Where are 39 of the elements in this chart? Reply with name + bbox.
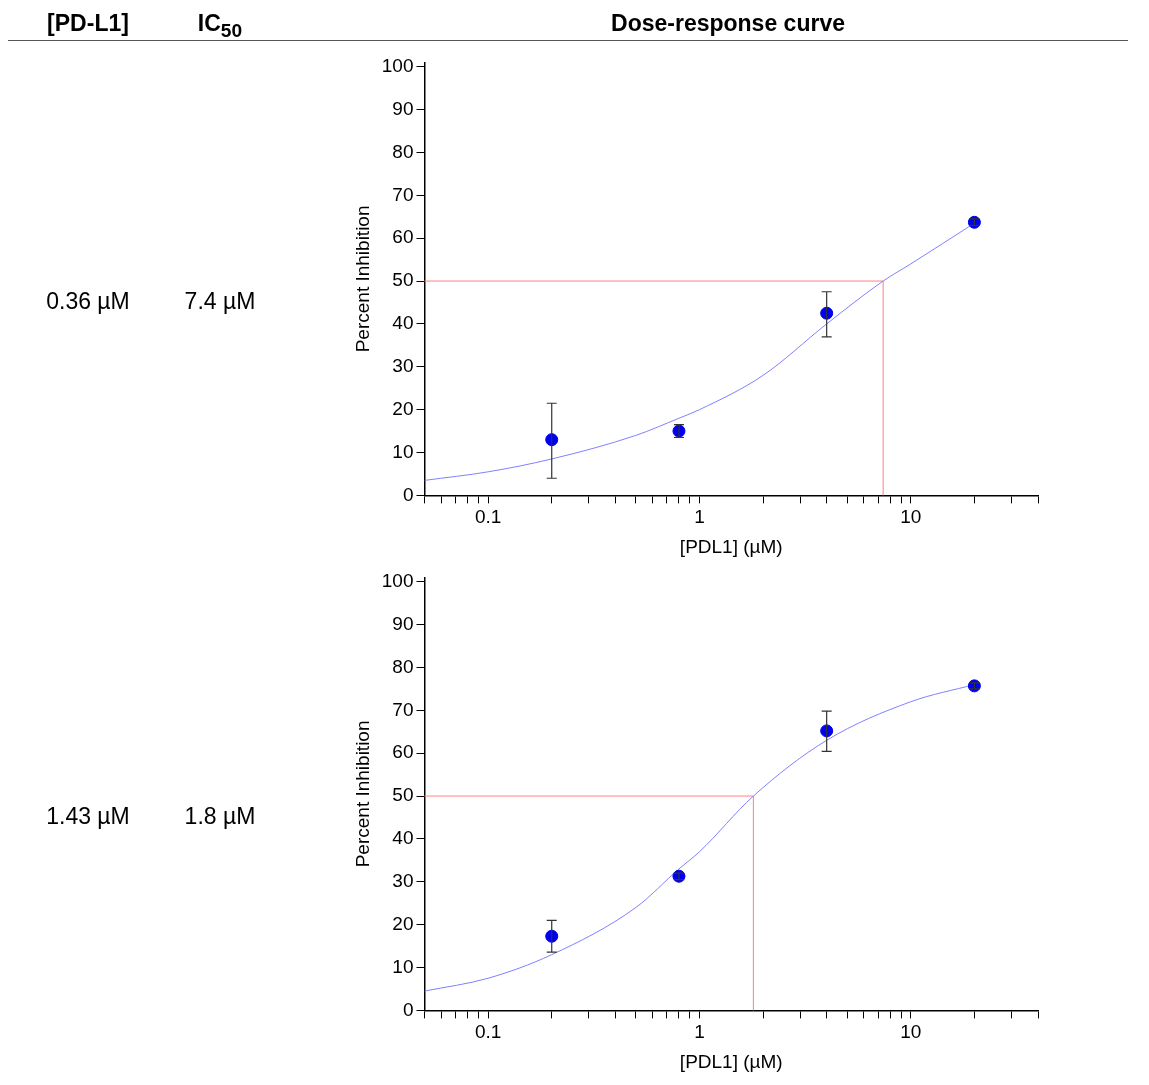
y-tick-label: 70 (392, 183, 414, 205)
y-tick-label: 10 (392, 440, 414, 462)
x-tick-label: 0.1 (474, 1021, 502, 1043)
text: 1.8 µM (183, 803, 257, 830)
y-tick-label: 50 (392, 784, 414, 806)
x-tick-label: 10 (900, 506, 922, 528)
y-axis-title: Percent Inhibition (351, 205, 373, 353)
x-tick-label: 1 (694, 1021, 705, 1043)
y-tick-label: 0 (402, 483, 414, 505)
y-tick-label: 90 (392, 612, 414, 634)
text: Dose-response curve (610, 10, 846, 37)
y-tick-label: 20 (392, 912, 414, 934)
y-tick-label: 40 (392, 827, 414, 849)
y-tick-label: 90 (392, 97, 414, 119)
y-tick-label: 70 (392, 698, 414, 720)
y-tick-label: 10 (392, 955, 414, 977)
text: 1.43 µM (45, 803, 131, 830)
y-tick-label: 60 (392, 226, 414, 248)
y-tick-label: 0 (402, 998, 414, 1020)
x-tick-label: 10 (900, 1021, 922, 1043)
x-tick-label: 0.1 (474, 506, 502, 528)
text: IC$_{50}$ (196, 10, 244, 42)
text: 7.4 µM (183, 288, 257, 315)
y-tick-label: 30 (392, 355, 414, 377)
text: 0.36 µM (45, 288, 131, 315)
y-tick-label: 40 (392, 312, 414, 334)
y-tick-label: 20 (392, 397, 414, 419)
y-axis-title: Percent Inhibition (351, 720, 373, 868)
y-tick-label: 100 (381, 569, 414, 591)
x-axis-title: [PDL1] (µM) (679, 1050, 783, 1072)
y-tick-label: 60 (392, 741, 414, 763)
y-tick-label: 100 (381, 54, 414, 76)
y-tick-label: 80 (392, 655, 414, 677)
y-tick-label: 80 (392, 140, 414, 162)
x-axis-title: [PDL1] (µM) (679, 535, 783, 557)
y-tick-label: 50 (392, 269, 414, 291)
text: [PD-L1] (46, 10, 130, 37)
x-tick-label: 1 (694, 506, 705, 528)
y-tick-label: 30 (392, 870, 414, 892)
